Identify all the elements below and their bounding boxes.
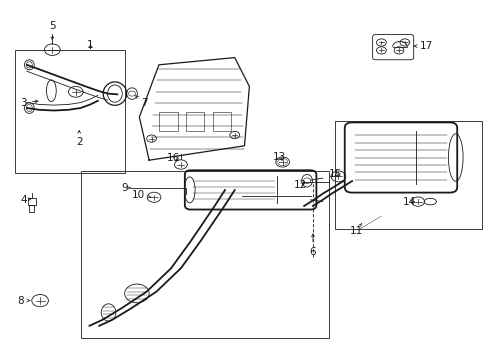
Text: 9: 9 xyxy=(121,183,131,193)
Text: 5: 5 xyxy=(49,21,56,40)
Text: 16: 16 xyxy=(166,153,180,163)
Text: 11: 11 xyxy=(348,223,362,236)
Bar xyxy=(15,50,124,173)
Text: 14: 14 xyxy=(402,197,416,207)
Bar xyxy=(28,198,36,205)
Text: 4: 4 xyxy=(20,195,31,205)
Bar xyxy=(212,112,231,131)
Text: 12: 12 xyxy=(293,180,306,190)
Text: 10: 10 xyxy=(131,190,150,200)
Text: 2: 2 xyxy=(76,130,82,147)
Bar xyxy=(185,112,204,131)
Text: 13: 13 xyxy=(272,152,286,162)
Text: 17: 17 xyxy=(413,41,432,51)
Text: 15: 15 xyxy=(327,168,341,179)
Bar xyxy=(81,171,328,338)
Bar xyxy=(29,205,34,212)
Text: 6: 6 xyxy=(309,234,316,257)
Bar xyxy=(334,121,481,229)
Text: 8: 8 xyxy=(17,296,30,306)
Text: 1: 1 xyxy=(87,40,94,50)
Text: 3: 3 xyxy=(20,98,38,108)
Text: 7: 7 xyxy=(136,96,147,108)
Bar xyxy=(159,112,177,131)
